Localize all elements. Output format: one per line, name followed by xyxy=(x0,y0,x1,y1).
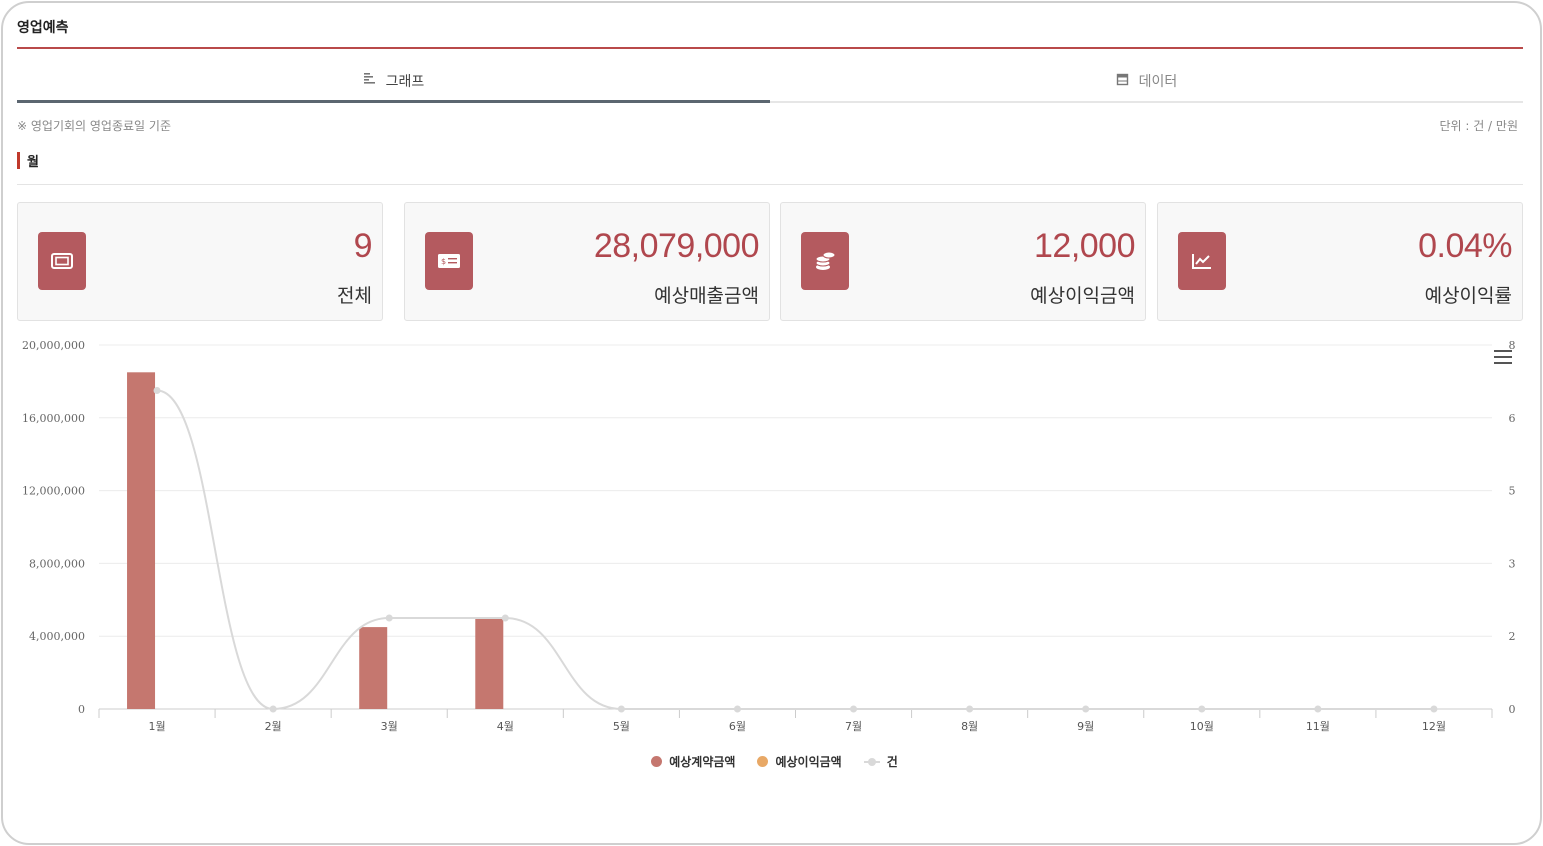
y-left-tick-label: 16,000,000 xyxy=(22,412,85,425)
summary-value: 9 xyxy=(353,227,373,265)
widget-title: 영업예측 xyxy=(17,20,69,36)
count-point xyxy=(269,705,277,713)
section-marker xyxy=(17,151,20,169)
y-right-tick-label: 2 xyxy=(1509,630,1516,643)
y-left-tick-label: 12,000,000 xyxy=(22,485,85,498)
legend-swatch xyxy=(651,756,663,767)
view-tabs: 그래프 데이터 xyxy=(17,61,1523,103)
chart-menu-icon[interactable] xyxy=(1494,350,1512,366)
summary-card-revenue: $ 28,079,000 예상매출금액 xyxy=(404,202,770,321)
legend-label: 건 xyxy=(886,755,898,769)
table-icon xyxy=(1116,73,1129,90)
x-tick-label: 7월 xyxy=(845,720,862,733)
summary-label: 예상이익률 xyxy=(1424,285,1512,307)
svg-text:$: $ xyxy=(441,257,446,266)
y-right-tick-label: 8 xyxy=(1509,339,1516,352)
section-heading: 월 xyxy=(17,151,39,170)
x-tick-label: 3월 xyxy=(381,720,398,733)
y-right-tick-label: 5 xyxy=(1509,485,1516,498)
count-point xyxy=(966,705,974,713)
summary-value: 28,079,000 xyxy=(593,227,760,265)
summary-value: 0.04% xyxy=(1418,227,1512,265)
legend-swatch xyxy=(863,756,880,767)
legend-label: 예상이익금액 xyxy=(775,755,842,769)
coins-icon xyxy=(801,232,849,290)
bar-예상계약금액 xyxy=(475,618,504,709)
section-divider xyxy=(17,184,1523,185)
y-left-tick-label: 4,000,000 xyxy=(29,630,85,643)
x-tick-label: 12월 xyxy=(1422,720,1446,733)
count-point xyxy=(1430,705,1438,713)
count-point xyxy=(153,387,161,394)
ticket-icon xyxy=(38,232,86,290)
chart-legend: 예상계약금액 예상이익금액 건 xyxy=(3,753,1540,770)
summary-label: 예상매출금액 xyxy=(654,285,759,307)
unit-label: 단위 : 건 / 만원 xyxy=(1439,119,1518,133)
summary-cards: 9 전체 $ 28,079,000 예상매출금액 12,000 예상이익금액 0… xyxy=(17,202,1523,321)
tab-data[interactable]: 데이터 xyxy=(770,61,1523,103)
x-tick-label: 6월 xyxy=(729,720,746,733)
y-left-tick-label: 20,000,000 xyxy=(22,339,85,352)
legend-item-count[interactable]: 건 xyxy=(863,753,898,770)
count-line xyxy=(156,389,1434,711)
bar-예상계약금액 xyxy=(359,627,388,709)
x-tick-label: 1월 xyxy=(148,720,165,733)
summary-card-profit: 12,000 예상이익금액 xyxy=(780,202,1146,321)
x-tick-label: 9월 xyxy=(1077,720,1094,733)
x-tick-label: 2월 xyxy=(265,720,282,733)
count-point xyxy=(1198,705,1206,713)
section-label: 월 xyxy=(27,154,39,170)
legend-swatch xyxy=(757,756,769,767)
summary-label: 전체 xyxy=(337,285,372,307)
count-point xyxy=(501,614,509,622)
count-point xyxy=(1314,705,1322,713)
x-tick-label: 11월 xyxy=(1306,720,1330,733)
legend-label: 예상계약금액 xyxy=(669,755,736,769)
y-left-tick-label: 8,000,000 xyxy=(29,557,85,570)
y-right-tick-label: 0 xyxy=(1509,703,1516,716)
bill-icon: $ xyxy=(425,232,473,290)
x-tick-label: 10월 xyxy=(1190,720,1214,733)
count-point xyxy=(1082,705,1090,713)
legend-item-profit[interactable]: 예상이익금액 xyxy=(757,753,842,770)
count-point xyxy=(617,705,625,713)
tab-graph[interactable]: 그래프 xyxy=(17,61,770,103)
bar-chart-icon xyxy=(363,72,376,89)
tab-graph-label: 그래프 xyxy=(385,73,425,90)
x-tick-label: 4월 xyxy=(497,720,514,733)
y-right-tick-label: 3 xyxy=(1509,557,1516,570)
summary-card-total: 9 전체 xyxy=(17,202,383,321)
x-tick-label: 5월 xyxy=(613,720,630,733)
count-point xyxy=(733,705,741,713)
criteria-note: ※ 영업기회의 영업종료일 기준 xyxy=(17,119,171,133)
y-left-tick-label: 0 xyxy=(78,703,85,716)
trend-chart-icon xyxy=(1178,232,1226,290)
tab-data-label: 데이터 xyxy=(1138,74,1178,90)
x-tick-label: 8월 xyxy=(961,720,978,733)
count-point xyxy=(385,614,393,622)
y-right-tick-label: 6 xyxy=(1509,412,1516,425)
count-point xyxy=(850,705,858,713)
title-divider xyxy=(17,47,1523,49)
summary-card-margin: 0.04% 예상이익률 xyxy=(1157,202,1523,321)
bar-예상계약금액 xyxy=(127,372,156,709)
monthly-forecast-chart: 0 4,000,000 8,000,000 12,000,000 16,000,000 2… xyxy=(22,339,1516,733)
legend-item-contract[interactable]: 예상계약금액 xyxy=(651,753,735,770)
summary-label: 예상이익금액 xyxy=(1030,285,1135,307)
summary-value: 12,000 xyxy=(1034,227,1136,265)
